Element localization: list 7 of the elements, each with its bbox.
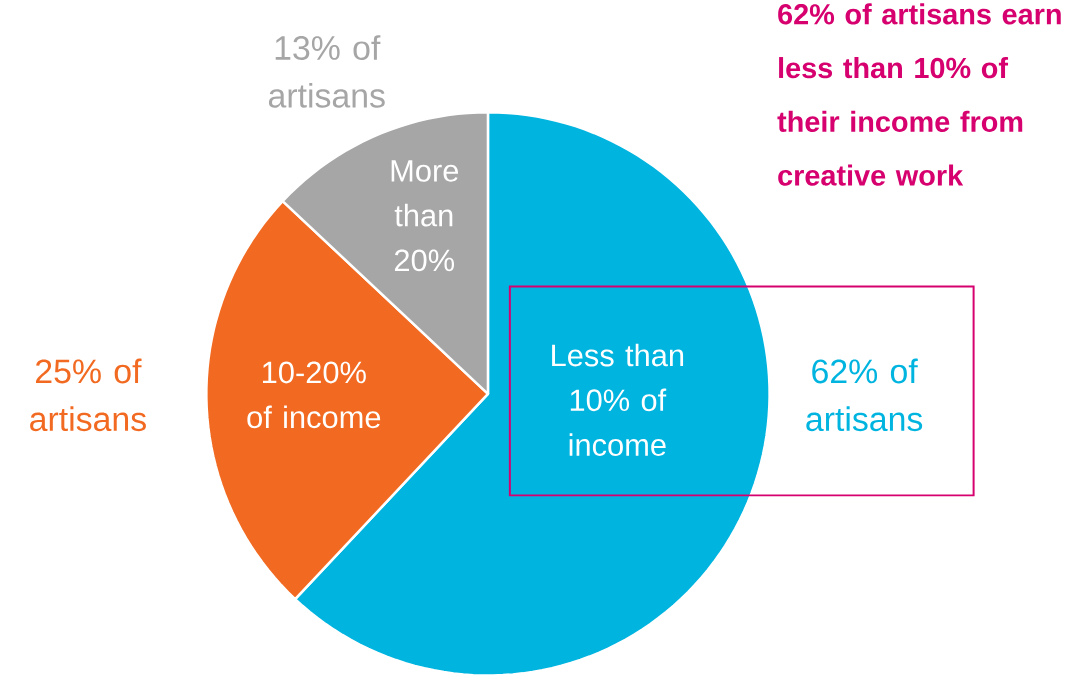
slice-label: More than 20%	[391, 160, 459, 272]
data-label: 62% of artisans	[806, 358, 923, 432]
slice-label: Less than 10% of income	[552, 343, 684, 457]
data-label: 25% of artisans	[30, 358, 146, 432]
text: 62% of artisans earn less than 10% of their income from creative work	[777, 3, 1061, 186]
slice-label: 10-20% of income	[247, 361, 381, 429]
data-label: 13% of artisans	[268, 35, 385, 108]
